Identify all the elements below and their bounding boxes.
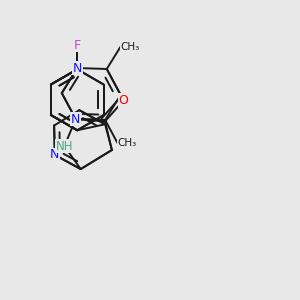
Text: NH: NH: [56, 140, 73, 153]
Text: F: F: [74, 38, 81, 52]
Text: F: F: [74, 38, 81, 52]
Text: N: N: [50, 148, 59, 161]
Text: CH₃: CH₃: [120, 42, 140, 52]
Text: O: O: [119, 94, 128, 107]
Text: N: N: [71, 112, 80, 125]
Text: N: N: [73, 61, 82, 74]
Text: CH₃: CH₃: [117, 138, 137, 148]
Text: N: N: [71, 112, 80, 125]
